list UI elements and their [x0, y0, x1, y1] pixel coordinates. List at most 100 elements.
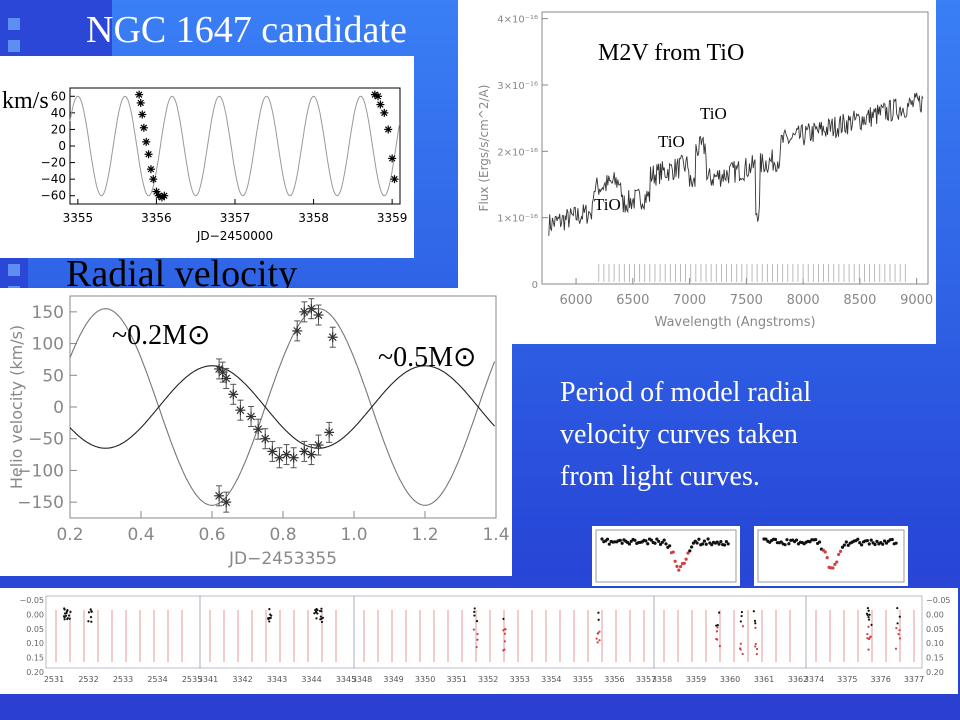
tio-label-3: TiO [700, 104, 727, 123]
lc-data-point [867, 609, 870, 612]
inset-point [858, 541, 862, 545]
explanation-line-3: from light curves. [560, 461, 760, 492]
inset-point [633, 538, 637, 542]
eclipse-inset-2-plot [757, 529, 905, 583]
lc-data-point [89, 608, 92, 611]
tl-ytick-label: −60 [41, 189, 66, 203]
lc-data-point [268, 607, 271, 611]
inset-point [840, 545, 845, 549]
lc-data-point [65, 610, 69, 613]
inset-point [618, 538, 622, 542]
spectrum-ytick-label: 4×10⁻¹⁶ [497, 15, 538, 26]
inset-point [607, 542, 611, 546]
inset-point [726, 542, 730, 546]
lc-data-point [741, 625, 745, 628]
lc-data-point [753, 619, 757, 622]
mass-label-primary: ~0.2M⊙ [112, 320, 211, 351]
lc-data-point [755, 653, 758, 656]
lc-data-point [867, 615, 870, 619]
rv-xtick-label: 1.2 [411, 525, 438, 545]
lc-data-point [865, 612, 869, 615]
lc-left-ytick-label: 0.05 [26, 625, 44, 634]
tio-label-2: TiO [658, 132, 685, 151]
lc-left-ytick-label: −0.05 [19, 596, 44, 605]
inset-point [673, 559, 677, 563]
spectrum-xtick-label: 9000 [900, 293, 933, 308]
inset-point [671, 550, 675, 554]
inset-point [838, 549, 843, 553]
lc-data-point [314, 611, 318, 614]
spectrum-xtick-label: 6500 [616, 293, 649, 308]
inset-point [773, 537, 778, 542]
lc-data-point [868, 613, 871, 616]
decorative-square [8, 40, 20, 52]
lc-data-point [503, 632, 506, 635]
rv-data-point [327, 332, 338, 343]
tl-xtick-label: 3358 [298, 211, 329, 225]
inset-point [660, 540, 664, 544]
lc-panel-frame [805, 595, 923, 669]
lc-data-point [502, 649, 505, 652]
tl-data-point [146, 165, 155, 174]
lc-xtick-label: 2533 [113, 675, 133, 684]
lc-data-point [867, 648, 870, 651]
inset-point [814, 538, 818, 542]
inset-point [881, 542, 885, 546]
lc-data-point [598, 630, 601, 633]
tio-label-1: TiO [594, 195, 621, 214]
lc-data-point [870, 623, 873, 626]
rv-ytick-label: 150 [32, 303, 64, 323]
rv-data-point [214, 490, 225, 501]
lc-xtick-label: 3359 [686, 675, 706, 684]
tl-ytick-label: −20 [41, 156, 66, 170]
explanation-line-2: velocity curves taken [560, 419, 798, 450]
lc-xtick-label: 3377 [904, 675, 924, 684]
inset-point [884, 541, 889, 545]
lc-panel-frame [199, 595, 355, 669]
tl-data-point [160, 191, 169, 200]
tl-frame [69, 87, 401, 205]
lc-data-point [268, 620, 271, 623]
lc-xtick-label: 3352 [478, 675, 498, 684]
lc-data-point [752, 610, 755, 613]
lc-data-point [895, 627, 898, 630]
tl-ytick-label: −40 [41, 172, 66, 186]
lc-data-point [62, 615, 66, 618]
lc-data-point [475, 620, 479, 623]
inset-point [627, 542, 632, 546]
lc-data-point [894, 647, 898, 650]
inset-point [823, 550, 827, 554]
lc-xtick-label: 3374 [804, 675, 824, 684]
inset-point [831, 566, 835, 570]
mass-label-secondary: ~0.5M⊙ [378, 342, 477, 373]
lc-data-point [473, 614, 476, 617]
lc-data-point [598, 639, 601, 642]
lc-data-point [869, 635, 872, 638]
tl-data-point [144, 150, 153, 159]
inset-point [856, 537, 860, 541]
slide-title: NGC 1647 candidate [86, 9, 407, 51]
inset-point [682, 561, 686, 565]
lc-xtick-label: 3345 [336, 675, 356, 684]
tl-xlabel: JD−2450000 [196, 229, 273, 243]
rv-data-point [292, 325, 303, 336]
topleft-plot-panel: 3355 3356 3357 3358 3359 60 40 20 0 −20 −40 −60 JD−2… [0, 56, 414, 258]
lc-data-point [867, 618, 871, 621]
spectral-type-label: M2V from TiO [598, 40, 745, 66]
rv-data-point [267, 446, 278, 457]
inset-point [817, 540, 822, 544]
tl-data-point [376, 100, 385, 109]
lc-data-point [866, 607, 869, 610]
lc-data-point [596, 641, 599, 644]
spectrum-line [548, 92, 924, 236]
inset-point [783, 543, 787, 547]
rv-data-point [260, 433, 271, 444]
inset-point [700, 542, 705, 546]
tl-data-point [138, 110, 147, 119]
inset-point [764, 537, 768, 541]
lc-data-point [715, 637, 718, 641]
lc-data-point [738, 647, 742, 650]
inset-point [865, 538, 869, 543]
lc-data-point [267, 618, 270, 621]
lc-data-point [898, 629, 901, 632]
